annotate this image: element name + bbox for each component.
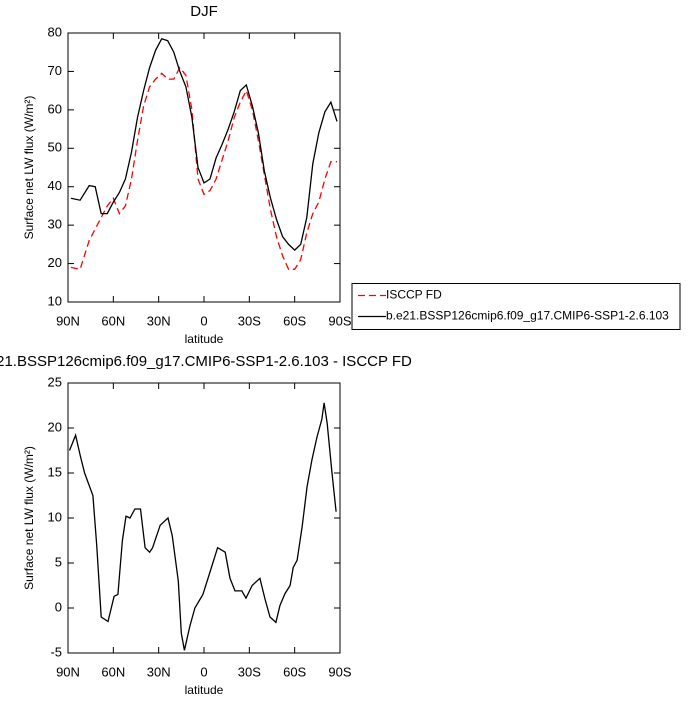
y-tick-label: 5: [55, 554, 62, 569]
y-tick-label: 70: [48, 63, 62, 78]
x-tick-label: 0: [200, 664, 207, 679]
plot-frame: [67, 32, 341, 303]
y-tick-label: 50: [48, 140, 62, 155]
x-tick-label: 0: [200, 313, 207, 328]
x-tick-label: 90N: [56, 313, 80, 328]
x-tick-label: 30N: [147, 664, 171, 679]
data-line: [70, 38, 338, 251]
plot-frame: [67, 382, 341, 654]
y-tick-label: 40: [48, 178, 62, 193]
x-tick-label: 90S: [328, 313, 351, 328]
x-tick-label: 90S: [328, 664, 351, 679]
x-tick-label: 30S: [238, 313, 261, 328]
legend-label: b.e21.BSSP126cmip6.f09_g17.CMIP6-SSP1-2.…: [386, 309, 669, 323]
x-tick-label: 60N: [101, 313, 125, 328]
y-tick-label: 25: [48, 374, 62, 389]
y-tick-label: 20: [48, 255, 62, 270]
y-axis-label: Surface net LW flux (W/m²): [22, 446, 36, 590]
data-line: [68, 402, 337, 651]
x-axis-label: latitude: [185, 683, 224, 697]
x-tick-label: 60S: [283, 664, 306, 679]
data-line: [70, 66, 337, 271]
x-tick-label: 30N: [147, 313, 171, 328]
y-tick-label: 80: [48, 24, 62, 39]
legend-box: [351, 283, 681, 330]
x-tick-label: 60N: [101, 664, 125, 679]
y-tick-label: 10: [48, 509, 62, 524]
legend-label: ISCCP FD: [386, 288, 442, 302]
y-tick-label: 60: [48, 101, 62, 116]
y-tick-label: 10: [48, 293, 62, 308]
y-tick-label: -5: [50, 644, 62, 659]
x-tick-label: 60S: [283, 313, 306, 328]
y-tick-label: 15: [48, 464, 62, 479]
x-axis-label: latitude: [185, 332, 224, 346]
chart-title: 21.BSSP126cmip6.f09_g17.CMIP6-SSP1-2.6.1…: [0, 353, 412, 370]
x-tick-label: 30S: [238, 664, 261, 679]
chart-title: DJF: [190, 3, 218, 20]
x-tick-label: 90N: [56, 664, 80, 679]
y-tick-label: 20: [48, 419, 62, 434]
y-tick-label: 0: [55, 599, 62, 614]
y-axis-label: Surface net LW flux (W/m²): [22, 96, 36, 240]
y-tick-label: 30: [48, 217, 62, 232]
